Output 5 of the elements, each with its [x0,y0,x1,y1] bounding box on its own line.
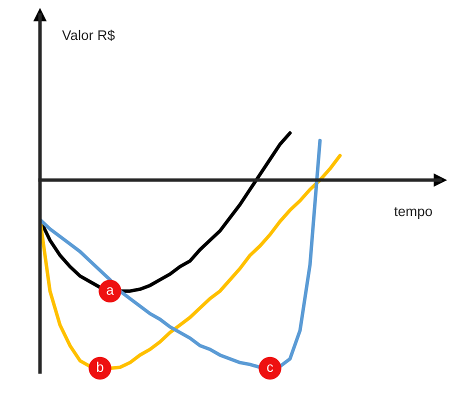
text: Valor R$ [62,30,115,41]
annotation: b [97,362,104,372]
x-axis-title: tempo [394,207,432,219]
annotation: c [267,364,274,372]
annotation: a [106,287,114,295]
